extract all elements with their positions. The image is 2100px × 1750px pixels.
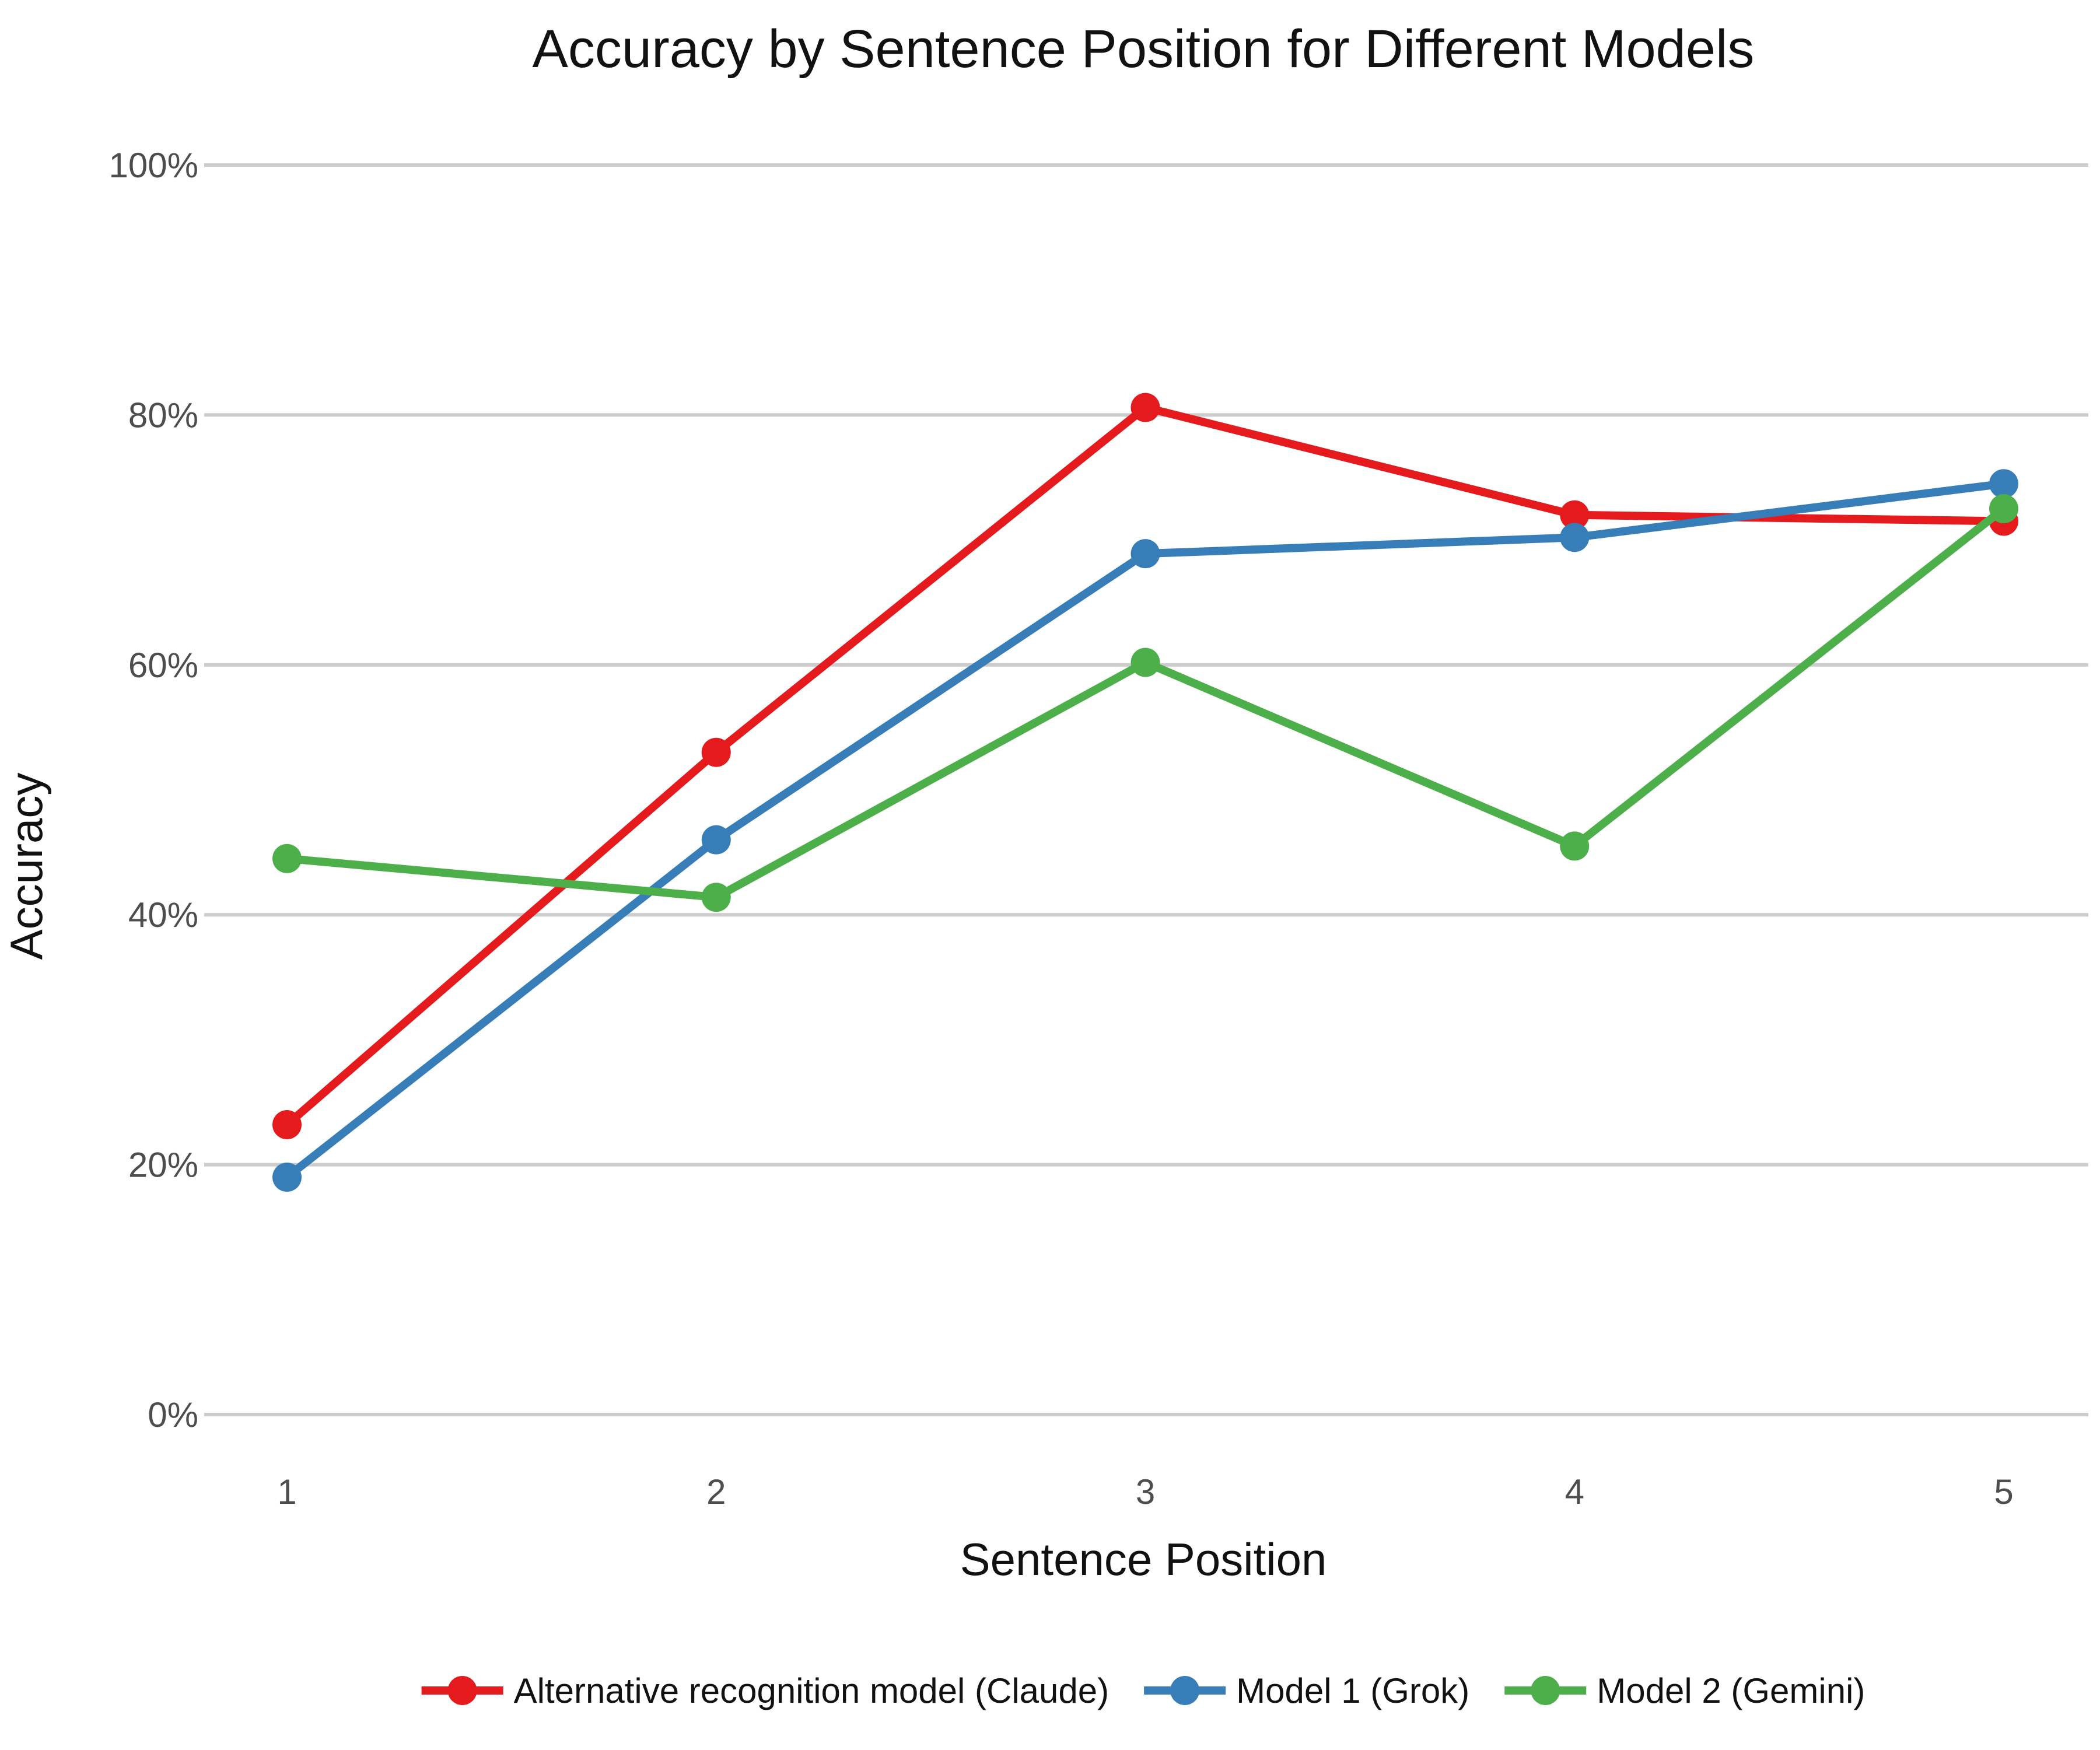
data-point: [1560, 831, 1590, 861]
y-axis-title: Accuracy: [1, 773, 52, 960]
data-point: [1130, 648, 1160, 677]
legend-swatch-marker: [1531, 1676, 1560, 1705]
data-point: [1560, 523, 1590, 552]
data-point: [272, 1163, 302, 1192]
series-1: [272, 393, 2018, 1140]
series-3: [272, 494, 2018, 912]
series-2: [272, 469, 2018, 1192]
data-point: [272, 844, 302, 873]
series-line: [283, 480, 2008, 1182]
series-lines: [272, 393, 2018, 1192]
y-tick-label: 0%: [148, 1395, 198, 1434]
data-point: [1130, 539, 1160, 569]
x-tick-label: 3: [1136, 1472, 1155, 1511]
y-tick-label: 20%: [128, 1146, 198, 1185]
x-tick-label: 4: [1565, 1472, 1584, 1511]
legend-swatch-marker: [1170, 1676, 1200, 1705]
legend-label: Model 2 (Gemini): [1597, 1671, 1865, 1710]
data-point: [1989, 494, 2018, 524]
y-tick-label: 100%: [109, 146, 198, 185]
legend-item: Model 1 (Grok): [1144, 1671, 1469, 1710]
x-tick-label: 5: [1994, 1472, 2013, 1511]
data-point: [1989, 469, 2018, 499]
y-tick-label: 40%: [128, 895, 198, 935]
y-axis-ticks: 0% 20% 40% 60% 80% 100%: [109, 146, 198, 1434]
legend-item: Model 2 (Gemini): [1504, 1671, 1865, 1710]
legend-swatch-marker: [447, 1676, 477, 1705]
data-point: [701, 825, 731, 855]
y-tick-label: 80%: [128, 396, 198, 435]
data-point: [701, 883, 731, 912]
data-point: [701, 737, 731, 767]
x-tick-label: 1: [277, 1472, 296, 1511]
legend-label: Model 1 (Grok): [1236, 1671, 1469, 1710]
legend-item: Alternative recognition model (Claude): [421, 1671, 1110, 1710]
x-tick-label: 2: [706, 1472, 726, 1511]
x-axis-title: Sentence Position: [960, 1534, 1327, 1585]
gridlines: [204, 163, 2088, 1416]
data-point: [272, 1110, 302, 1140]
chart-title: Accuracy by Sentence Position for Differ…: [533, 19, 1755, 79]
legend-label: Alternative recognition model (Claude): [514, 1671, 1110, 1710]
data-point: [1560, 500, 1590, 530]
x-axis-ticks: 1 2 3 4 5: [277, 1472, 2013, 1511]
y-tick-label: 60%: [128, 646, 198, 685]
legend: Alternative recognition model (Claude) Mo…: [421, 1671, 1865, 1710]
data-point: [1130, 393, 1160, 422]
